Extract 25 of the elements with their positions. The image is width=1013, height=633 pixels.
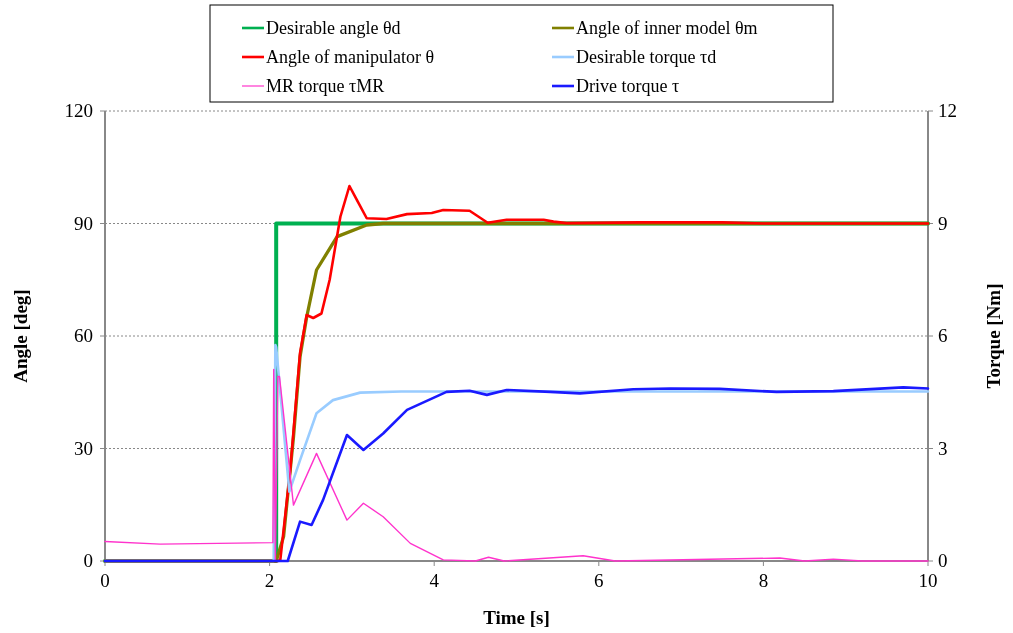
y-tick-label: 30	[74, 437, 93, 459]
x-tick-label: 10	[918, 570, 938, 591]
x-tick-label: 0	[100, 570, 110, 591]
y-tick-label: 0	[83, 550, 93, 571]
y-tick-label: 90	[74, 212, 93, 234]
y2-tick-label: 0	[938, 550, 948, 571]
y-tick-label: 120	[64, 100, 93, 121]
legend-label: Angle of manipulator θ	[266, 47, 435, 67]
x-tick-label: 6	[594, 570, 604, 591]
legend-label: Desirable torque τd	[576, 47, 717, 67]
legend-label: Drive torque τ	[576, 76, 680, 96]
legend-label: MR torque τMR	[266, 76, 385, 96]
y2-tick-label: 6	[938, 325, 948, 346]
legend-label: Angle of inner model θm	[576, 18, 758, 38]
x-axis-title: Time [s]	[483, 607, 550, 628]
y-axis-title: Angle [deg]	[10, 289, 31, 383]
y2-tick-label: 12	[938, 100, 957, 121]
y2-tick-label: 3	[938, 437, 948, 459]
x-tick-label: 8	[758, 570, 769, 591]
y2-tick-label: 9	[938, 212, 948, 234]
x-tick-label: 4	[429, 570, 440, 591]
legend-label: Desirable angle θd	[266, 18, 401, 38]
y-tick-label: 60	[74, 325, 93, 346]
x-tick-label: 2	[264, 570, 275, 591]
y2-axis-title: Torque [Nm]	[983, 283, 1004, 389]
